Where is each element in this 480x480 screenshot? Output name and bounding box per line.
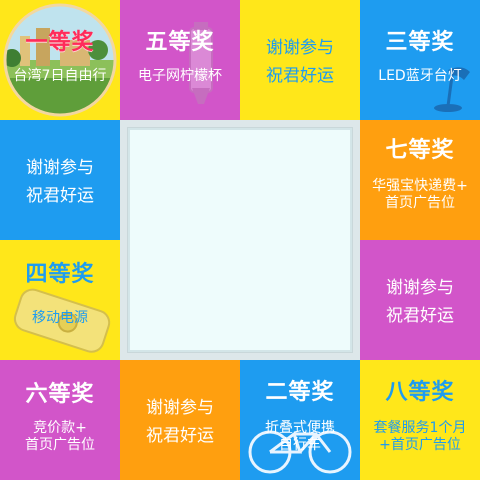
prize-cell-sixth: 六等奖 竞价款+ 首页广告位 <box>0 360 120 480</box>
prize-description-line1: 套餐服务1个月 <box>373 420 467 436</box>
prize-title: 三等奖 <box>385 30 455 55</box>
prize-description: 竞价款+ 首页广告位 <box>0 420 120 454</box>
thanks-cell: 谢谢参与 祝君好运 <box>0 120 120 240</box>
bicycle-icon <box>248 430 352 474</box>
thanks-line: 谢谢参与 <box>386 278 454 298</box>
prize-description: 华强宝快递费+ 首页广告位 <box>360 178 480 212</box>
prize-description-line2: 首页广告位 <box>25 437 95 453</box>
prize-description: 移动电源 <box>32 310 88 326</box>
prize-description: 台湾7日自由行 <box>13 68 107 84</box>
prize-description-line2: 自行车 <box>279 437 321 453</box>
thanks-line: 谢谢参与 <box>26 158 94 178</box>
power-bank-icon <box>13 288 111 353</box>
good-luck-line: 祝君好运 <box>386 306 454 326</box>
prize-cell-fourth: 四等奖 移动电源 <box>0 240 120 360</box>
prize-description: 电子网柠檬杯 <box>138 68 222 84</box>
prize-title: 六等奖 <box>25 382 95 407</box>
prize-description: 折叠式便携 自行车 <box>240 420 360 454</box>
prize-title: 五等奖 <box>145 30 215 55</box>
prize-description-line1: 华强宝快递费+ <box>372 178 468 194</box>
draw-panel[interactable] <box>128 128 352 352</box>
prize-description-line1: 竞价款+ <box>33 420 87 436</box>
prize-cell-eighth: 八等奖 套餐服务1个月 +首页广告位 <box>360 360 480 480</box>
prize-cell-third: 三等奖 LED蓝牙台灯 <box>360 0 480 120</box>
thanks-line: 谢谢参与 <box>266 38 334 58</box>
prize-description-line2: +首页广告位 <box>379 437 461 453</box>
thanks-cell: 谢谢参与 祝君好运 <box>240 0 360 120</box>
lemon-cup-icon <box>189 22 213 104</box>
prize-cell-first: 一等奖 台湾7日自由行 <box>0 0 120 120</box>
prize-cell-fifth: 五等奖 电子网柠檬杯 <box>120 0 240 120</box>
prize-cell-seventh: 七等奖 华强宝快递费+ 首页广告位 <box>360 120 480 240</box>
prize-title: 四等奖 <box>25 262 95 287</box>
thanks-cell: 谢谢参与 祝君好运 <box>360 240 480 360</box>
good-luck-line: 祝君好运 <box>146 426 214 446</box>
draw-area[interactable] <box>120 120 360 360</box>
prize-title: 八等奖 <box>385 380 455 405</box>
thanks-cell: 谢谢参与 祝君好运 <box>120 360 240 480</box>
prize-cell-second: 二等奖 折叠式便携 自行车 <box>240 360 360 480</box>
prize-description-line2: 首页广告位 <box>385 195 455 211</box>
travel-photo <box>3 3 117 117</box>
prize-title: 一等奖 <box>25 30 95 55</box>
thanks-line: 谢谢参与 <box>146 398 214 418</box>
prize-description: 套餐服务1个月 +首页广告位 <box>360 420 480 454</box>
prize-title: 七等奖 <box>385 138 455 163</box>
prize-description-line1: 折叠式便携 <box>265 420 335 436</box>
prize-description: LED蓝牙台灯 <box>378 68 462 84</box>
good-luck-line: 祝君好运 <box>266 66 334 86</box>
prize-title: 二等奖 <box>265 380 335 405</box>
desk-lamp-icon <box>434 67 470 112</box>
good-luck-line: 祝君好运 <box>26 186 94 206</box>
